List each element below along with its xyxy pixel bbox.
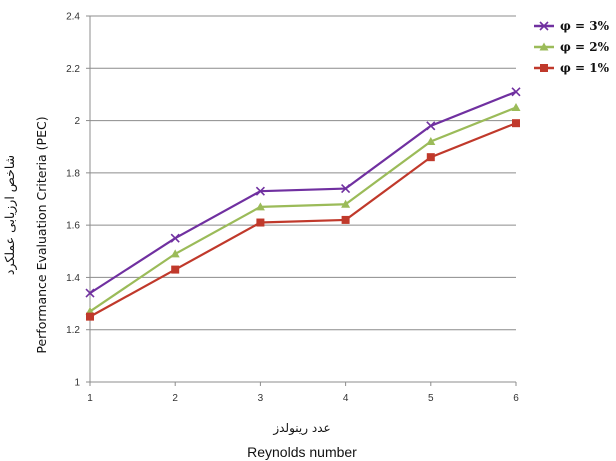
data-point — [426, 136, 436, 145]
series-1 — [85, 87, 521, 298]
legend: φ = 3% φ = 2% φ = 1% — [534, 19, 610, 75]
legend-swatch-marker — [539, 21, 549, 31]
x-tick-label: 5 — [428, 393, 434, 404]
y-tick-label: 1.2 — [66, 325, 80, 336]
data-point — [341, 215, 350, 224]
y-tick-label: 2.2 — [66, 64, 80, 75]
data-point — [85, 288, 95, 298]
gridlines — [90, 15, 516, 331]
y-tick-label: 1.6 — [66, 221, 80, 232]
legend-entry: φ = 2% — [534, 40, 610, 54]
series-line — [89, 90, 517, 295]
y-tick-label: 1.4 — [66, 273, 80, 284]
legend-label: φ = 2% — [560, 40, 610, 54]
legend-entry: φ = 3% — [534, 19, 610, 33]
legend-swatch-marker — [540, 64, 548, 72]
data-point — [512, 119, 520, 128]
legend-label: φ = 3% — [560, 19, 610, 33]
series-line — [89, 106, 517, 313]
data-point — [511, 103, 521, 111]
y-tick-label: 1.8 — [66, 168, 80, 179]
x-axis-label: Reynolds number — [247, 444, 357, 460]
axes — [86, 15, 517, 386]
x-tick-label: 6 — [513, 393, 519, 404]
x-tick-label: 2 — [172, 393, 178, 404]
y-axis-label-persian: شاخص ارزیابی عملکرد — [2, 155, 18, 275]
data-point — [426, 121, 436, 131]
series-3 — [86, 119, 520, 321]
data-point — [171, 265, 180, 274]
series-lines — [85, 87, 521, 321]
data-point — [255, 202, 265, 211]
x-tick-label: 4 — [343, 393, 349, 404]
data-point — [86, 312, 94, 321]
data-point — [255, 186, 265, 196]
y-tick-label: 2.4 — [66, 12, 80, 23]
legend-label: φ = 1% — [560, 61, 610, 75]
data-point — [426, 153, 435, 162]
series-line — [89, 122, 517, 318]
data-point — [256, 218, 265, 227]
data-point — [170, 233, 180, 243]
y-tick-labels: 1 1.2 1.4 1.6 1.8 2 2.2 2.4 — [66, 12, 80, 389]
legend-swatch-marker — [539, 42, 549, 51]
x-axis-label-persian: عدد رینولدز — [272, 421, 330, 436]
x-tick-label: 1 — [87, 393, 93, 404]
y-tick-label: 2 — [74, 116, 80, 127]
data-point — [341, 199, 351, 208]
data-point — [170, 249, 180, 258]
data-point — [511, 87, 521, 97]
x-tick-label: 3 — [258, 393, 264, 404]
y-axis-label: Performance Evaluation Criteria (PEC) — [34, 116, 49, 353]
data-point — [341, 183, 351, 194]
x-tick-labels: 1 2 3 4 5 6 — [87, 393, 519, 404]
legend-entry: φ = 1% — [534, 61, 610, 75]
y-tick-label: 1 — [74, 378, 80, 389]
